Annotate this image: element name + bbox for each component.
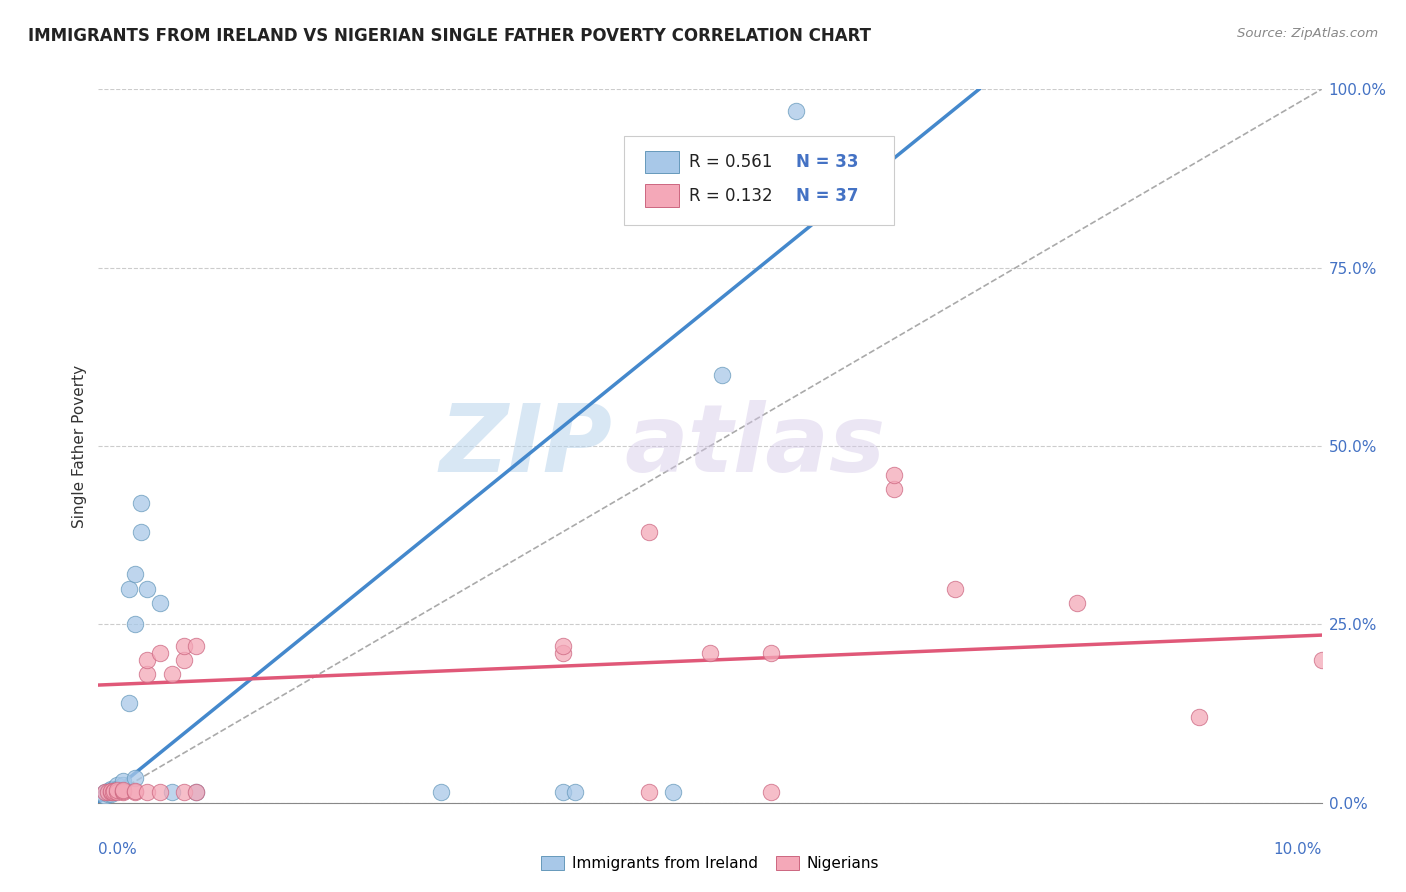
Point: [124, 617, 146, 632]
Point: [100, 783, 122, 797]
Point: [100, 781, 122, 796]
Point: [173, 785, 195, 799]
Y-axis label: Single Father Poverty: Single Father Poverty: [72, 365, 87, 527]
Point: [105, 778, 128, 792]
Point: [173, 639, 195, 653]
Text: IMMIGRANTS FROM IRELAND VS NIGERIAN SINGLE FATHER POVERTY CORRELATION CHART: IMMIGRANTS FROM IRELAND VS NIGERIAN SING…: [28, 27, 872, 45]
Point: [637, 785, 661, 799]
Point: [186, 639, 208, 653]
Point: [883, 467, 905, 482]
Point: [564, 785, 586, 799]
Text: N = 33: N = 33: [796, 153, 858, 171]
Point: [129, 496, 152, 510]
Text: R = 0.561: R = 0.561: [689, 153, 773, 171]
Point: [103, 784, 125, 798]
Point: [111, 785, 134, 799]
Point: [124, 785, 146, 799]
Point: [136, 785, 159, 799]
Text: N = 37: N = 37: [796, 186, 858, 204]
Point: [100, 785, 122, 799]
Point: [105, 783, 128, 797]
Point: [111, 774, 134, 789]
Point: [553, 646, 575, 660]
Point: [1188, 710, 1211, 724]
Point: [111, 783, 134, 797]
Point: [100, 785, 122, 799]
Point: [100, 784, 122, 798]
FancyBboxPatch shape: [645, 151, 679, 173]
Point: [662, 785, 685, 799]
Point: [136, 667, 159, 681]
Point: [118, 696, 141, 710]
Point: [100, 787, 122, 801]
Point: [101, 785, 124, 799]
Point: [186, 785, 208, 799]
Point: [101, 785, 124, 799]
Point: [93, 789, 115, 803]
Point: [943, 582, 966, 596]
Point: [1310, 653, 1333, 667]
Point: [97, 785, 120, 799]
Text: 10.0%: 10.0%: [1274, 842, 1322, 857]
Point: [553, 639, 575, 653]
Point: [111, 778, 134, 792]
Point: [129, 524, 152, 539]
Point: [1066, 596, 1088, 610]
Point: [124, 784, 146, 798]
Point: [637, 524, 661, 539]
Point: [93, 785, 115, 799]
Point: [186, 785, 208, 799]
Point: [124, 567, 146, 582]
Text: Source: ZipAtlas.com: Source: ZipAtlas.com: [1237, 27, 1378, 40]
Point: [160, 667, 183, 681]
Point: [105, 785, 128, 799]
Point: [103, 781, 125, 796]
Point: [118, 582, 141, 596]
Text: ZIP: ZIP: [439, 400, 612, 492]
Point: [124, 771, 146, 785]
Point: [173, 653, 195, 667]
Point: [149, 596, 172, 610]
Point: [111, 784, 134, 798]
Point: [97, 784, 120, 798]
FancyBboxPatch shape: [645, 184, 679, 207]
Point: [759, 646, 782, 660]
Point: [105, 781, 128, 796]
Point: [136, 653, 159, 667]
Point: [93, 785, 115, 799]
Text: 0.0%: 0.0%: [98, 842, 138, 857]
Point: [430, 785, 453, 799]
Legend: Immigrants from Ireland, Nigerians: Immigrants from Ireland, Nigerians: [534, 849, 886, 877]
Point: [883, 482, 905, 496]
Point: [149, 785, 172, 799]
FancyBboxPatch shape: [624, 136, 894, 225]
Point: [149, 646, 172, 660]
Point: [160, 785, 183, 799]
Text: R = 0.132: R = 0.132: [689, 186, 773, 204]
Point: [97, 787, 120, 801]
Point: [785, 103, 807, 118]
Point: [553, 785, 575, 799]
Point: [699, 646, 721, 660]
Point: [136, 582, 159, 596]
Point: [759, 785, 782, 799]
Point: [103, 784, 125, 798]
Text: atlas: atlas: [624, 400, 886, 492]
Point: [101, 783, 124, 797]
Point: [711, 368, 734, 382]
